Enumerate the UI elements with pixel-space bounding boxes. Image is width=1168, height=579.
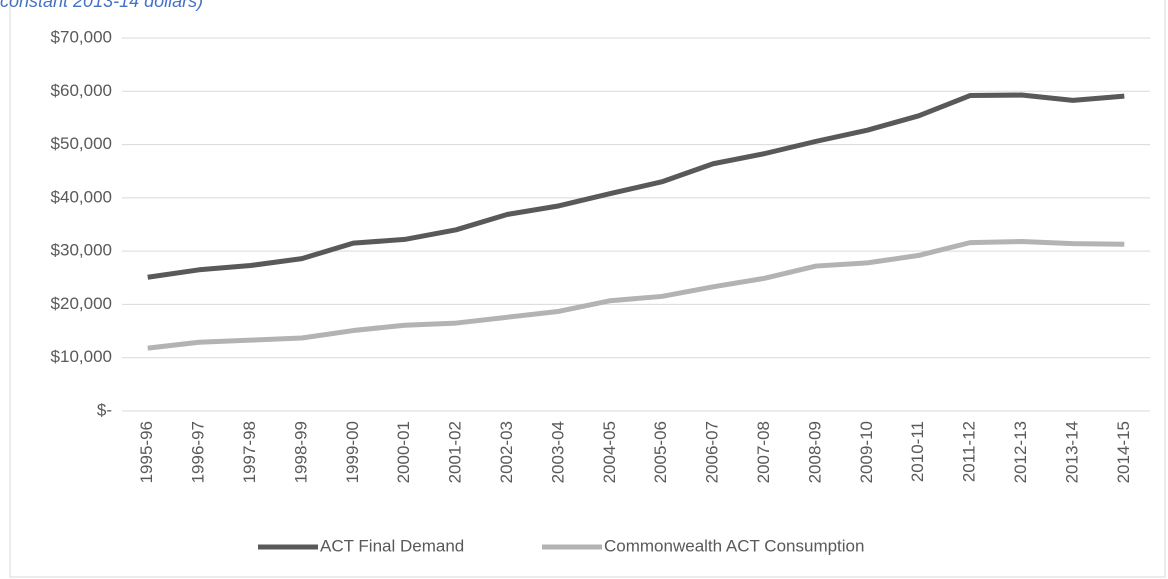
- y-tick-label: $70,000: [51, 27, 112, 46]
- x-tick-label: 2014-15: [1114, 421, 1133, 483]
- series-line: [147, 239, 1125, 351]
- x-tick-label: 2005-06: [651, 421, 670, 483]
- x-tick-label: 2012-13: [1011, 421, 1030, 483]
- x-tick-label: 2003-04: [548, 421, 567, 483]
- x-tick-label: 2001-02: [446, 421, 465, 483]
- chart-frame: [9, 0, 1166, 578]
- x-tick-label: 2011-12: [960, 421, 979, 482]
- x-tick-label: 2002-03: [497, 421, 516, 483]
- chart-title: constant 2013-14 dollars): [0, 0, 203, 11]
- y-tick-label: $20,000: [51, 294, 112, 313]
- x-tick-label: 1998-99: [291, 421, 310, 483]
- series-line: [147, 92, 1125, 280]
- x-tick-label: 2004-05: [600, 421, 619, 483]
- x-tick-label: 2010-11: [908, 421, 927, 482]
- y-tick-label: $30,000: [51, 241, 112, 260]
- x-tick-label: 1997-98: [240, 421, 259, 483]
- x-tick-label: 2009-10: [857, 421, 876, 483]
- x-tick-label: 2000-01: [394, 421, 413, 483]
- y-tick-label: $50,000: [51, 134, 112, 153]
- x-tick-label: 2006-07: [703, 421, 722, 483]
- legend-label: Commonwealth ACT Consumption: [604, 536, 864, 555]
- x-tick-label: 2007-08: [754, 421, 773, 483]
- y-tick-label: $60,000: [51, 81, 112, 100]
- y-tick-label: $40,000: [51, 187, 112, 206]
- y-tick-label: $-: [97, 400, 112, 419]
- x-tick-label: 1999-00: [343, 421, 362, 483]
- x-tick-label: 2013-14: [1062, 421, 1081, 483]
- x-tick-label: 1996-97: [189, 421, 208, 483]
- legend-label: ACT Final Demand: [320, 536, 464, 555]
- x-tick-label: 2008-09: [805, 421, 824, 483]
- y-tick-label: $10,000: [51, 347, 112, 366]
- x-tick-label: 1995-96: [137, 421, 156, 483]
